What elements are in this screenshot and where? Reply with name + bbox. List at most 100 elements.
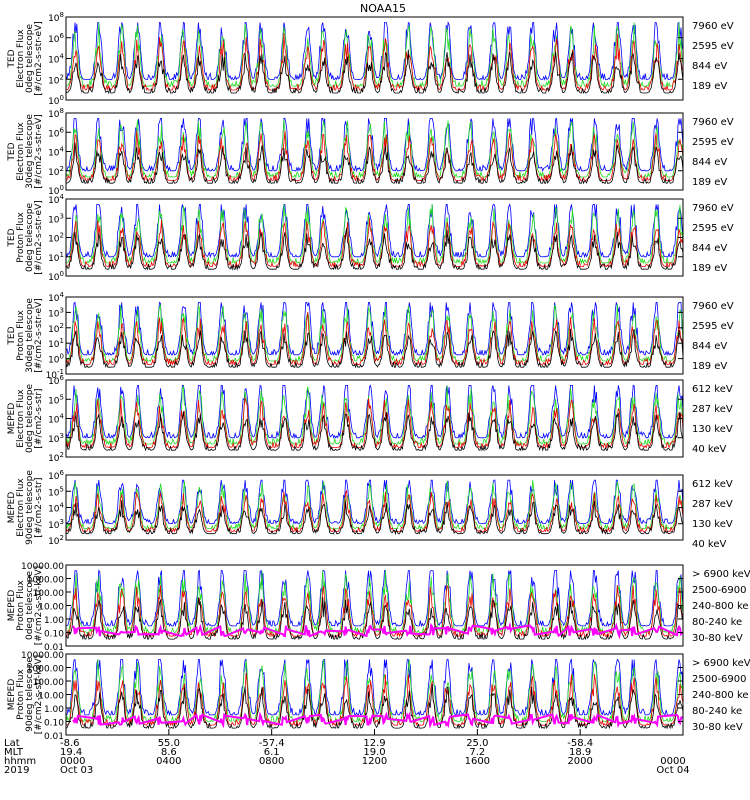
y-axis-label: 0deg telescope (25, 384, 35, 454)
y-tick-label: 103 (48, 212, 64, 225)
y-tick-label: 1000.00 (27, 665, 64, 675)
y-tick-label: 103 (48, 432, 64, 445)
y-axis-label: Proton Flux (16, 580, 26, 631)
y-tick-label: 105 (48, 485, 64, 498)
legend-entry: 189 eV (692, 361, 727, 372)
y-axis-label: TED (7, 142, 17, 161)
y-tick-label: 108 (48, 107, 64, 120)
y-axis-label: [#/cm2-s-str] (34, 388, 44, 448)
y-axis-label: MEPED (7, 590, 17, 622)
panel-1-blue-trace (65, 20, 684, 81)
y-tick-label: 1.00 (44, 705, 64, 715)
y-axis-label: 0deg telescope (25, 203, 35, 273)
panel-1-red-trace (65, 33, 684, 92)
legend-entry: 2595 eV (692, 321, 734, 332)
panel-4-red-trace (65, 312, 684, 367)
legend-entry: > 6900 keV (692, 569, 750, 580)
x-tick-mlt: 19.0 (363, 747, 385, 758)
y-tick-label: 10000.00 (21, 562, 64, 572)
y-tick-label: 106 (48, 469, 64, 482)
legend-entry: 2595 eV (692, 41, 734, 52)
panel-5: 106 105 104 103 102 MEPED Electron Flux 0deg te… (7, 374, 733, 464)
legend-entry: 80-240 ke (692, 706, 742, 717)
panel-1-green-trace (65, 22, 684, 88)
y-tick-label: 102 (48, 451, 64, 464)
panel-2-red-trace (65, 130, 684, 182)
panel-3-red-trace (65, 217, 684, 269)
panel-2-green-trace (65, 119, 684, 179)
panel-4-black-trace (65, 328, 684, 369)
y-axis-label: [#/cm2-s-str-eV] (34, 298, 44, 373)
x-tick-lat: -58.4 (567, 738, 593, 749)
x-tick-hhmm: 0000 (60, 756, 85, 767)
legend-entry: 30-80 keV (692, 722, 743, 733)
y-tick-label: 104 (48, 146, 64, 159)
legend-entry: 2595 eV (692, 137, 734, 148)
panel-3-green-trace (65, 204, 684, 265)
y-axis-label: [#/cm2-s-str-keV] (34, 566, 44, 645)
y-axis-label: MEPED (7, 403, 17, 435)
y-tick-label: 1.00 (44, 616, 64, 626)
legend-entry: 189 eV (692, 263, 727, 274)
y-tick-label: 0.10 (44, 719, 64, 729)
legend-entry: 189 eV (692, 177, 727, 188)
y-tick-label: 102 (48, 165, 64, 178)
y-tick-label: 100 (48, 270, 64, 283)
panel-8-black-trace (65, 684, 684, 730)
legend-entry: 7960 eV (692, 117, 734, 128)
panel-8-magenta-trace (72, 711, 683, 729)
x-axis-row-label: Lat (4, 738, 20, 749)
panels: 108 106 104 102 100 TED Electron Flux 0deg tele… (7, 11, 750, 742)
panel-3-black-trace (65, 228, 684, 271)
legend-entry: 612 keV (692, 384, 733, 395)
panel-7: 10000.00 1000.00 100.00 10.00 1.00 0.10 0.01 ME… (7, 562, 750, 653)
y-axis-label: Electron Flux (16, 478, 26, 537)
panel-6-black-trace (65, 500, 684, 536)
y-axis-label: 0deg telescope (25, 571, 35, 641)
panel-6-green-trace (65, 480, 684, 531)
y-tick-label: 1000.00 (27, 576, 64, 586)
y-tick-label: 101 (48, 251, 64, 264)
legend-entry: 189 eV (692, 81, 727, 92)
y-tick-label: 104 (48, 502, 64, 515)
panel-2-black-trace (65, 142, 684, 185)
legend-entry: 130 keV (692, 519, 733, 530)
panel-1-black-trace (65, 49, 684, 95)
y-tick-label: 106 (48, 32, 64, 45)
legend-entry: 2500-6900 (692, 585, 747, 596)
y-axis-label: 30deg telescope (25, 298, 35, 373)
y-tick-label: 105 (48, 393, 64, 406)
y-tick-label: 10000.00 (21, 651, 64, 661)
y-tick-label: 103 (48, 306, 64, 319)
y-tick-label: 100 (48, 94, 64, 107)
x-tick-hhmm: 1600 (465, 756, 490, 767)
panel-4: 104 103 102 101 100 10-1 TED Proton Flux 30deg t… (7, 291, 734, 381)
y-tick-label: 106 (48, 126, 64, 139)
legend-entry: 40 keV (692, 539, 726, 550)
y-tick-label: 104 (48, 291, 64, 304)
panel-7-magenta-trace (72, 621, 683, 640)
x-tick-hhmm: 0000 (660, 756, 685, 767)
y-axis-label: MEPED (7, 492, 17, 524)
legend-entry: 240-800 ke (692, 690, 749, 701)
y-tick-label: 102 (48, 534, 64, 547)
panel-6: 106 105 104 103 102 MEPED Electron Flux 90deg t… (7, 469, 733, 550)
legend-entry: 844 eV (692, 243, 727, 254)
legend-entry: 7960 eV (692, 21, 734, 32)
y-tick-label: 0.01 (44, 732, 64, 742)
y-axis-label: 90deg telescope (25, 470, 35, 545)
panel-8: 10000.00 1000.00 100.00 10.00 1.00 0.10 0.01 ME… (7, 651, 750, 742)
legend-entry: 30-80 keV (692, 633, 743, 644)
y-axis-label: TED (7, 228, 17, 247)
y-tick-label: 101 (48, 337, 64, 350)
y-axis-label: TED (7, 49, 17, 68)
y-tick-label: 108 (48, 11, 64, 24)
legend-entry: 287 keV (692, 404, 733, 415)
x-tick-mlt: 18.9 (569, 747, 591, 758)
panel-1: 108 106 104 102 100 TED Electron Flux 0deg tele… (7, 11, 734, 107)
legend-entry: 130 keV (692, 424, 733, 435)
y-axis-label: TED (7, 326, 17, 345)
x-axis-row-label: hhmm (4, 756, 36, 767)
